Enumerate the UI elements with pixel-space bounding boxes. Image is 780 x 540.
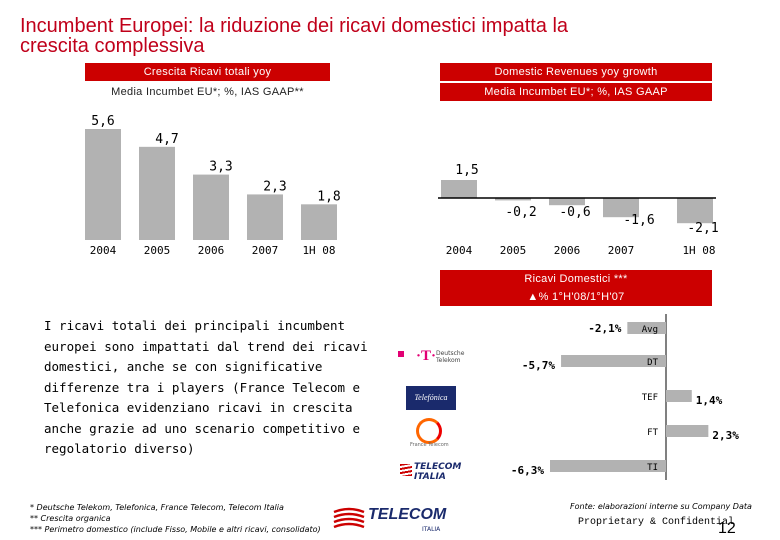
page-number: 12 [718,520,736,537]
hbar-chart-header: Ricavi Domestici *** ▲% 1°H'08/1°H'07 [440,270,712,306]
bar-total-2005 [139,146,175,240]
telecom-italia-logo: TELECOM ITALIA [332,504,452,538]
france-telecom-logo: France Telecom [410,418,456,448]
right-chart-header: Domestic Revenues yoy growth [440,63,712,81]
value-label-domestic: 1,5 [455,163,478,178]
tick-label-domestic: 2006 [554,244,581,257]
tick-label-total: 2004 [90,244,117,257]
tick-label-total: 1H 08 [302,244,335,257]
value-label-total: 3,3 [209,160,232,175]
source-note: Fonte: elaborazioni interne su Company D… [570,502,752,511]
hbar-avg [627,322,666,334]
hbar-category-label: TI [647,463,658,473]
tick-label-domestic: 1H 08 [682,244,715,257]
confidential-label: Proprietary & Confidential [578,517,735,528]
value-label-total: 2,3 [263,179,286,194]
bar-total-2006 [193,174,229,240]
value-label-domestic: -0,2 [505,205,536,220]
value-label-total: 5,6 [91,114,114,129]
tick-label-total: 2005 [144,244,171,257]
value-label-total: 1,8 [317,189,340,204]
hbar-category-label: FT [647,428,658,438]
hbar-value-label: -5,7% [522,359,555,372]
tick-label-total: 2007 [252,244,279,257]
delta-icon: ▲ [527,291,539,303]
value-label-domestic: -0,6 [559,205,590,220]
hbar-value-label: -2,1% [588,322,621,335]
bar-domestic-2006 [549,198,585,206]
tick-label-domestic: 2007 [608,244,635,257]
body-text: I ricavi totali dei principali incumbent… [44,318,368,456]
bar-total-1H-08 [301,204,337,240]
bar-domestic-2005 [495,198,531,201]
telefonica-logo: Telefónica [406,386,456,410]
hbar-value-label: -6,3% [511,464,544,477]
tick-label-total: 2006 [198,244,225,257]
bar-total-2004 [85,129,121,240]
hbar-ft [666,425,709,437]
tick-label-domestic: 2004 [446,244,473,257]
tick-label-domestic: 2005 [500,244,527,257]
bar-domestic-2004 [441,180,477,198]
hbar-category-label: Avg [642,325,658,335]
telecom-italia-small-logo: TELECOM ITALIA [400,462,472,482]
right-chart-subheader: Media Incumbet EU*; %, IAS GAAP [440,83,712,101]
footnotes: * Deutsche Telekom, Telefonica, France T… [30,503,321,534]
value-label-domestic: -2,1 [687,221,718,236]
hbar-ti [550,460,666,472]
deutsche-telekom-logo: ·T· Deutsche Telekom [398,348,470,372]
hbar-tef [666,390,692,402]
hbar-value-label: 1,4% [696,394,723,407]
left-chart-subheader: Media Incumbet EU*; %, IAS GAAP** [111,86,304,98]
bar-total-2007 [247,194,283,240]
bar-domestic-1H-08 [677,198,713,224]
bar-domestic-2007 [603,198,639,218]
hbar-value-label: 2,3% [712,429,739,442]
left-chart-header: Crescita Ricavi totali yoy [85,63,330,81]
hbar-dt [561,355,666,367]
hbar-category-label: TEF [642,393,658,403]
page-title: Incumbent Europei: la riduzione dei rica… [20,15,569,57]
telecom-stripes-icon [333,507,365,529]
value-label-domestic: -1,6 [623,213,654,228]
value-label-total: 4,7 [155,132,178,147]
hbar-category-label: DT [647,358,658,368]
